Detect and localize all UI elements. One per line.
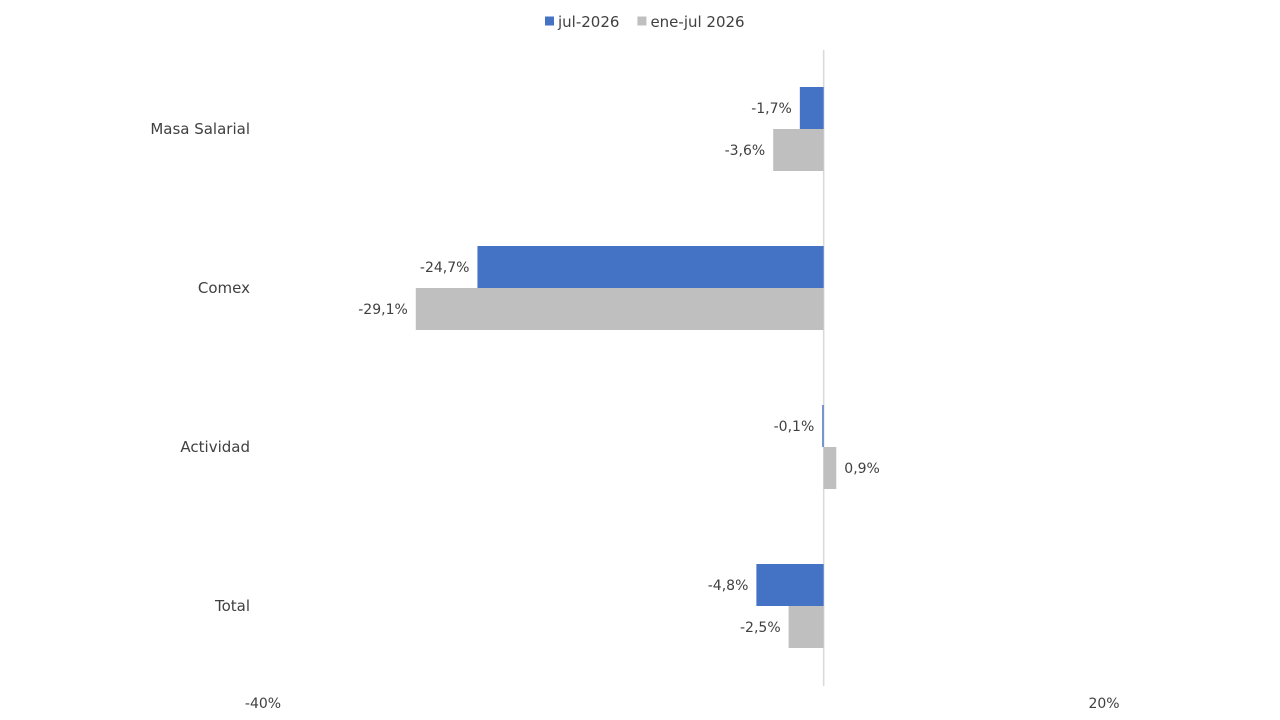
category-label: Comex	[198, 279, 250, 297]
bars	[415, 87, 837, 648]
category-labels: Masa Salarial Comex Actividad Total	[150, 120, 250, 615]
data-label-1-4: -4,8%	[708, 578, 749, 594]
data-label-1-1: -1,7%	[751, 101, 792, 117]
x-axis-tick-labels: -40% 20%	[245, 696, 1120, 712]
legend-swatch-1	[545, 16, 554, 26]
category-label: Total	[214, 597, 250, 615]
bar-2-3	[823, 447, 837, 489]
legend-swatch-2	[637, 16, 647, 26]
data-label-2-1: -3,6%	[725, 143, 766, 159]
bar-1-4	[756, 564, 824, 606]
bar-1-2	[477, 246, 824, 288]
bar-1-1	[799, 87, 824, 129]
category-label: Actividad	[180, 438, 250, 456]
data-label-1-2: -24,7%	[420, 260, 470, 276]
legend-label-2: ene-jul 2026	[650, 13, 744, 31]
bar-2-4	[788, 606, 824, 648]
bar-2-2	[415, 288, 824, 330]
data-label-2-2: -29,1%	[358, 302, 408, 318]
x-tick-label: 20%	[1088, 696, 1119, 712]
data-label-2-3: 0,9%	[844, 461, 880, 477]
bar-1-3	[822, 405, 824, 447]
category-label: Masa Salarial	[150, 120, 250, 138]
legend: jul-2026 ene-jul 2026	[545, 13, 745, 31]
data-label-1-3: -0,1%	[774, 419, 815, 435]
x-tick-label: -40%	[245, 696, 281, 712]
data-labels: -1,7% -3,6% -24,7% -29,1% -0,1% 0,9% -4,8% -2,5…	[358, 101, 880, 636]
bar-2-1	[773, 129, 824, 171]
data-label-2-4: -2,5%	[740, 620, 781, 636]
legend-label-1: jul-2026	[557, 13, 619, 31]
